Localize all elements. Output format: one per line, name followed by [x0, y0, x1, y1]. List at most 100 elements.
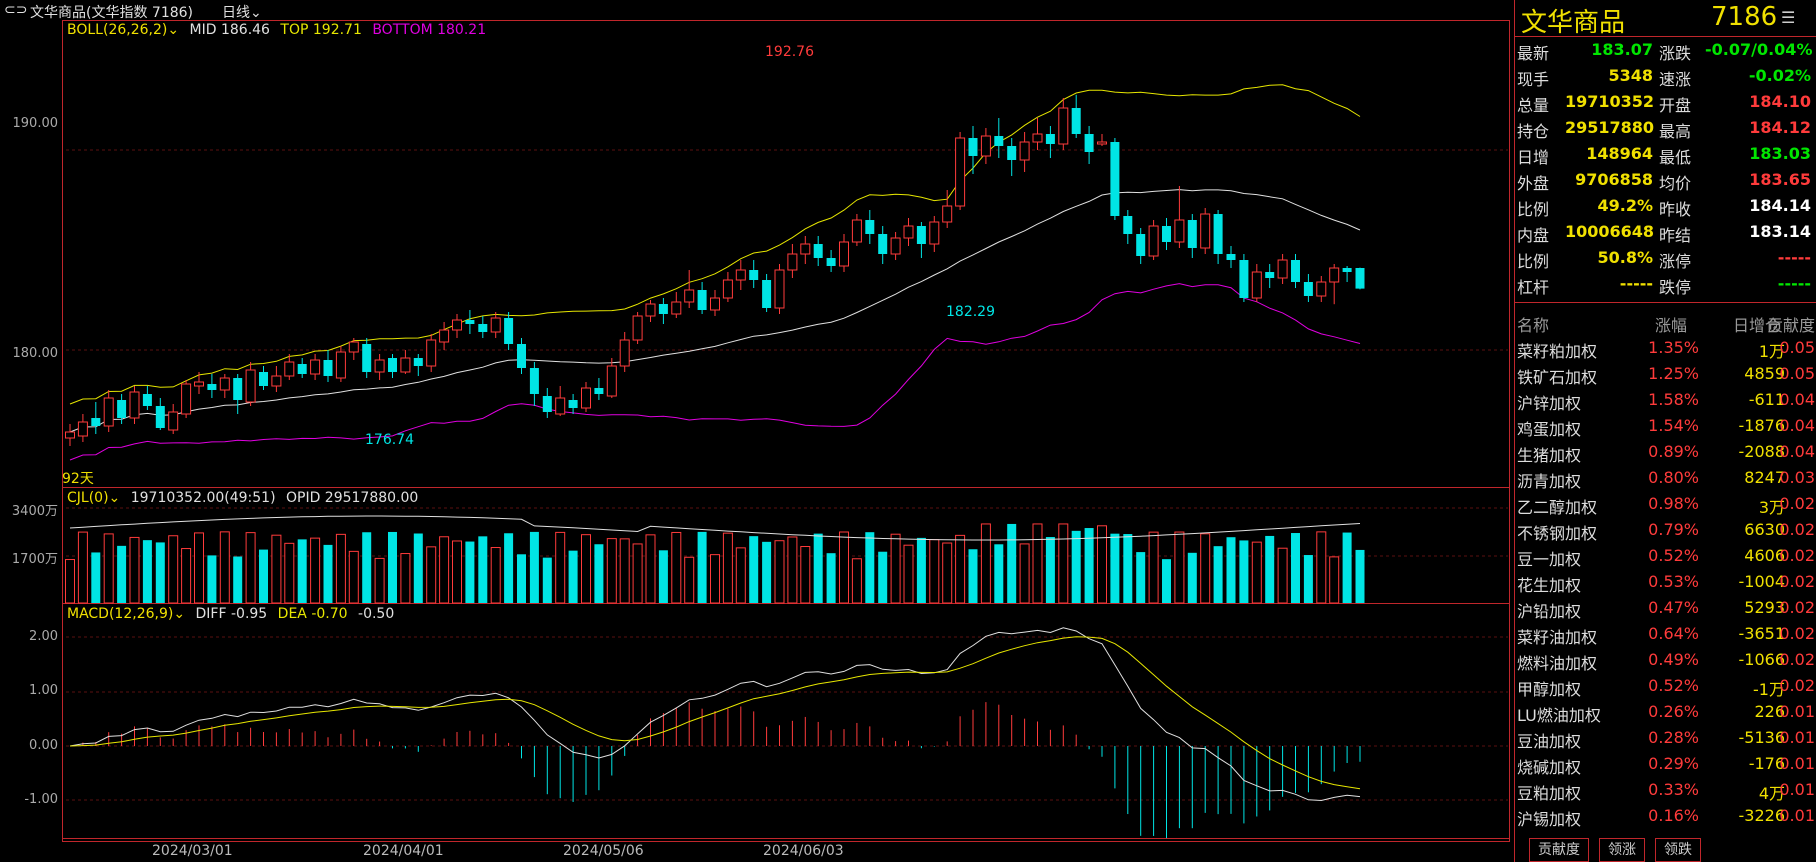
change-pct: 1.58% [1648, 390, 1699, 409]
col-header-change[interactable]: 涨幅 [1655, 316, 1688, 335]
contribution: 0.05 [1779, 338, 1815, 357]
candle-body [1123, 216, 1133, 234]
contribution: 0.03 [1779, 468, 1815, 487]
candle-body [800, 243, 811, 255]
cjl-vol: 19710352.00(49:51) [130, 490, 276, 506]
volume-bar [194, 532, 204, 604]
table-row[interactable]: 沥青加权 0.80% 8247 0.03 [1515, 468, 1816, 494]
volume-bar [1213, 546, 1223, 603]
table-row[interactable]: 铁矿石加权 1.25% 4859 0.05 [1515, 364, 1816, 390]
volume-bar [426, 546, 437, 604]
table-row[interactable]: 菜籽油加权 0.64% -3651 0.02 [1515, 624, 1816, 650]
candle-body [1045, 134, 1055, 144]
table-row[interactable]: 豆油加权 0.28% -5136 0.01 [1515, 728, 1816, 754]
col-header-oi[interactable]: 日增仓 [1732, 316, 1781, 335]
candle-body [1239, 260, 1249, 298]
candle-body [1071, 108, 1081, 134]
tab-leading-up[interactable]: 领涨 [1599, 838, 1645, 862]
table-row[interactable]: 鸡蛋加权 1.54% -1876 0.04 [1515, 416, 1816, 442]
table-row[interactable]: 豆一加权 0.52% 4606 0.02 [1515, 546, 1816, 572]
volume-bar [619, 538, 630, 604]
volume-bar [465, 541, 475, 603]
tab-leading-down[interactable]: 领跌 [1655, 838, 1701, 862]
candle-body [504, 318, 514, 344]
candle-body [813, 244, 823, 258]
volume-bar [710, 554, 720, 604]
period-selector[interactable]: 日线⌄ [222, 5, 262, 21]
change-pct: 0.98% [1648, 494, 1699, 513]
table-row[interactable]: 乙二醇加权 0.98% 3万 0.02 [1515, 494, 1816, 520]
table-row[interactable]: 花生加权 0.53% -1004 0.02 [1515, 572, 1816, 598]
table-row[interactable]: LU燃油加权 0.26% 226 0.01 [1515, 702, 1816, 728]
divider [62, 487, 1510, 488]
volume-bar [478, 536, 488, 603]
link-icon[interactable]: ⊂⊃ [4, 2, 28, 18]
col-header-name[interactable]: 名称 [1517, 316, 1550, 335]
oi-change: -2088 [1738, 442, 1786, 461]
table-row[interactable]: 沪铅加权 0.47% 5293 0.02 [1515, 598, 1816, 624]
commodity-name: 沥青加权 [1517, 472, 1582, 491]
candle-body [1058, 107, 1069, 145]
volume-bar [1174, 531, 1185, 604]
tab-contrib[interactable]: 贡献度 [1529, 838, 1589, 862]
volume-bar [658, 550, 668, 603]
volume-bar [697, 531, 707, 603]
volume-bar [1045, 537, 1055, 603]
candle-body [594, 388, 604, 394]
table-row[interactable]: 烧碱加权 0.29% -176 0.01 [1515, 754, 1816, 780]
oi-change: 6630 [1744, 520, 1785, 539]
candle-body [916, 226, 926, 244]
commodity-name: 菜籽油加权 [1517, 628, 1598, 647]
contribution: 0.01 [1779, 754, 1815, 773]
volume-bar [1097, 525, 1107, 604]
volume-bar [362, 532, 372, 603]
table-row[interactable]: 豆粕加权 0.33% 4万 0.01 [1515, 780, 1816, 806]
quote-value: 19710352 [1565, 92, 1655, 111]
quote-row: 最新 183.07 涨跌 -0.07/0.04% [1515, 40, 1816, 66]
contribution: 0.02 [1779, 494, 1815, 513]
dea-line [69, 636, 1361, 790]
candle-body [1148, 225, 1159, 257]
volume-bar [1329, 556, 1340, 604]
volume-bar [284, 542, 295, 604]
commodity-name: LU燃油加权 [1517, 706, 1601, 725]
table-row[interactable]: 沪锌加权 1.58% -611 0.04 [1515, 390, 1816, 416]
table-row[interactable]: 菜籽粕加权 1.35% 1万 0.05 [1515, 338, 1816, 364]
volume-bar [581, 534, 591, 604]
cjl-header[interactable]: CJL(0)⌄ 19710352.00(49:51) OPID 29517880… [67, 490, 419, 506]
boll-top-line [69, 84, 1361, 405]
boll-mid: MID 186.46 [189, 22, 270, 38]
table-row[interactable]: 燃料油加权 0.49% -1066 0.02 [1515, 650, 1816, 676]
table-row[interactable]: 不锈钢加权 0.79% 6630 0.02 [1515, 520, 1816, 546]
col-header-contrib[interactable]: 贡献度 [1766, 316, 1815, 335]
candle-body [374, 359, 385, 373]
quote-label: 最新 [1517, 44, 1550, 63]
candle-body [955, 137, 966, 207]
volume-bar [1084, 528, 1094, 603]
volume-bar [671, 531, 682, 604]
volume-bar [155, 542, 165, 603]
volume-bar [1148, 531, 1159, 604]
change-pct: 0.16% [1648, 806, 1699, 825]
boll-header[interactable]: BOLL(26,26,2)⌄ MID 186.46 TOP 192.71 BOT… [67, 22, 487, 38]
macd-header[interactable]: MACD(12,26,9)⌄ DIFF -0.95 DEA -0.70 -0.5… [67, 606, 395, 622]
candle-body [271, 375, 282, 387]
commodity-name: 豆粕加权 [1517, 784, 1582, 803]
table-row[interactable]: 生猪加权 0.89% -2088 0.04 [1515, 442, 1816, 468]
candle-body [697, 290, 707, 310]
quote-value: 49.2% [1597, 196, 1653, 215]
candle-body [1213, 214, 1223, 254]
table-row[interactable]: 沪锡加权 0.16% -3226 0.01 [1515, 806, 1816, 832]
commodity-name: 沪锌加权 [1517, 394, 1582, 413]
volume-bar [142, 540, 152, 603]
menu-icon[interactable]: ☰ [1781, 8, 1796, 27]
quote-label: 涨停 [1659, 252, 1692, 271]
quote-value: ----- [1777, 248, 1811, 267]
table-row[interactable]: 甲醇加权 0.52% -1万 0.02 [1515, 676, 1816, 702]
volume-bar [1136, 552, 1146, 603]
candle-body [878, 234, 888, 254]
candle-body [388, 358, 397, 372]
quote-value: ----- [1619, 274, 1653, 293]
change-pct: 1.25% [1648, 364, 1699, 383]
